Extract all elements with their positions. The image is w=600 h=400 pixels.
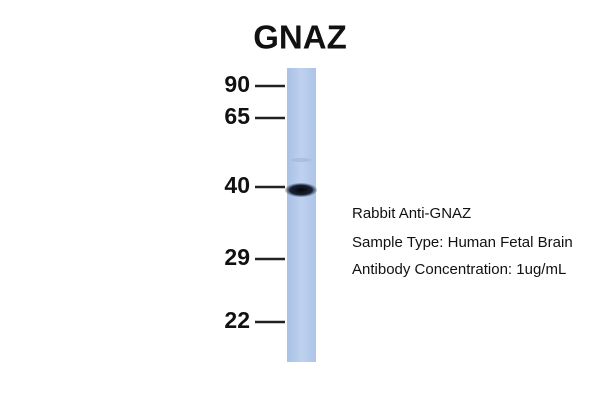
note: Sample Type: Human Fetal Brain (352, 234, 573, 251)
marker-label: 29 (224, 244, 250, 270)
faint-band (291, 158, 311, 162)
band (285, 183, 317, 197)
marker-label: 65 (224, 103, 250, 129)
note: Rabbit Anti-GNAZ (352, 205, 471, 222)
marker-label: 90 (224, 71, 250, 97)
marker-label: 40 (224, 172, 250, 198)
marker-label: 22 (224, 307, 250, 333)
lane (287, 68, 316, 362)
title: GNAZ (253, 19, 347, 56)
note: Antibody Concentration: 1ug/mL (352, 261, 566, 278)
